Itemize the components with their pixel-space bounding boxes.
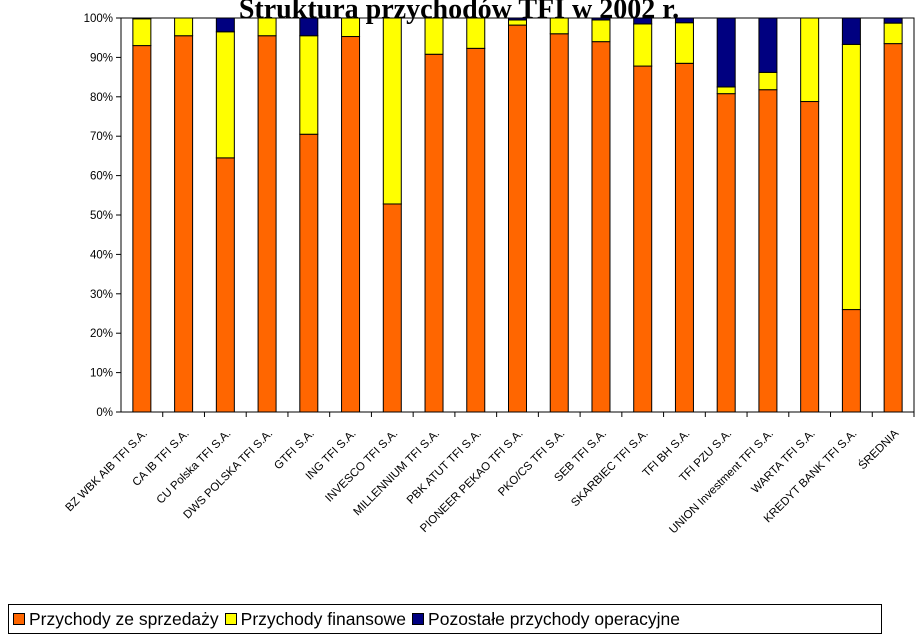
bar-segment-sales <box>633 65 653 413</box>
y-tick-label: 0% <box>96 407 113 419</box>
bar-segment-financial <box>633 23 653 67</box>
x-tick-label: SKARBIEC TFI S.A. <box>569 428 651 510</box>
legend-swatch-other <box>412 613 425 625</box>
x-tick-label: BZ WBK AIB TFI S.A. <box>63 428 150 515</box>
bar-segment-sales <box>466 47 486 413</box>
chart-title: Struktura przychodów TFI w 2002 r. <box>238 0 680 25</box>
bar-segment-sales <box>841 309 861 413</box>
bar-segment-financial <box>674 22 694 64</box>
y-tick-label: 100% <box>84 13 113 25</box>
bar-segment-sales <box>174 35 194 413</box>
legend-item-financial: Przychody finansowe <box>224 608 407 630</box>
bar-segment-financial <box>758 71 778 91</box>
x-tick-label: ŚREDNIA <box>856 427 902 473</box>
legend-item-other: Pozostałe przychody operacyjne <box>412 609 680 630</box>
y-tick-label: 10% <box>90 368 113 380</box>
x-tick-label: INVESCO TFI S.A. <box>323 428 400 505</box>
legend-item-sales: Przychody ze sprzedaży <box>13 609 219 630</box>
bar-segment-financial <box>299 35 319 135</box>
legend-swatch-financial <box>224 613 237 625</box>
bar-segment-financial <box>800 17 820 103</box>
bar-segment-financial <box>716 86 736 95</box>
bar-segment-sales <box>257 35 277 413</box>
y-tick-labels: 0% 10% 20% 30% 40% 50% 60% 70% 80% 90% 100% <box>84 13 113 419</box>
bar-segment-sales <box>382 203 402 413</box>
x-tick-label: PBK ATUT TFI S.A. <box>405 428 484 507</box>
bar-segment-financial <box>841 43 861 311</box>
bar-segment-financial <box>382 17 402 205</box>
x-tick-label: CU Polska TFI S.A. <box>155 428 234 507</box>
legend-label-sales: Przychody ze sprzedaży <box>29 608 219 629</box>
x-tick-label: GTFI S.A. <box>272 428 317 473</box>
bar-segment-sales <box>132 45 152 413</box>
y-tick-label: 70% <box>90 131 113 143</box>
y-tick-label: 40% <box>90 249 113 261</box>
legend-label-other: Pozostałe przychody operacyjne <box>428 608 680 629</box>
bar-segment-sales <box>800 101 820 413</box>
x-tick-label: DWS POLSKA TFI S.A. <box>181 428 275 522</box>
legend-label-financial: Przychody finansowe <box>240 608 407 629</box>
bar-segment-sales <box>299 133 319 413</box>
y-tick-label: 50% <box>90 210 113 222</box>
bar-segment-sales <box>883 43 903 413</box>
x-tick-labels: BZ WBK AIB TFI S.A.CA IB TFI S.A.CU Pols… <box>63 427 901 537</box>
bars-layer <box>132 17 903 413</box>
bar-segment-sales <box>215 157 235 413</box>
bar-segment-sales <box>341 36 361 413</box>
bar-segment-sales <box>424 53 444 413</box>
legend-swatch-sales <box>13 613 25 625</box>
bar-segment-sales <box>591 41 611 413</box>
y-tick-label: 20% <box>90 328 113 340</box>
axes-layer <box>116 17 915 417</box>
bar-segment-financial <box>215 31 235 159</box>
bar-segment-sales <box>758 89 778 413</box>
x-tick-label: MILLENNIUM TFI S.A. <box>352 428 443 519</box>
bar-segment-sales <box>549 33 569 413</box>
bar-segment-sales <box>508 24 527 413</box>
bar-segment-sales <box>716 93 736 413</box>
bar-segment-other <box>716 17 736 88</box>
y-tick-label: 80% <box>90 92 113 104</box>
bar-segment-financial <box>883 22 903 45</box>
legend: Przychody ze sprzedaży Przychody finanso… <box>8 604 882 634</box>
y-tick-label: 90% <box>90 52 113 64</box>
y-tick-label: 30% <box>90 289 113 301</box>
y-tick-label: 60% <box>90 171 113 183</box>
bar-segment-sales <box>674 62 694 413</box>
bar-segment-other <box>758 17 778 73</box>
